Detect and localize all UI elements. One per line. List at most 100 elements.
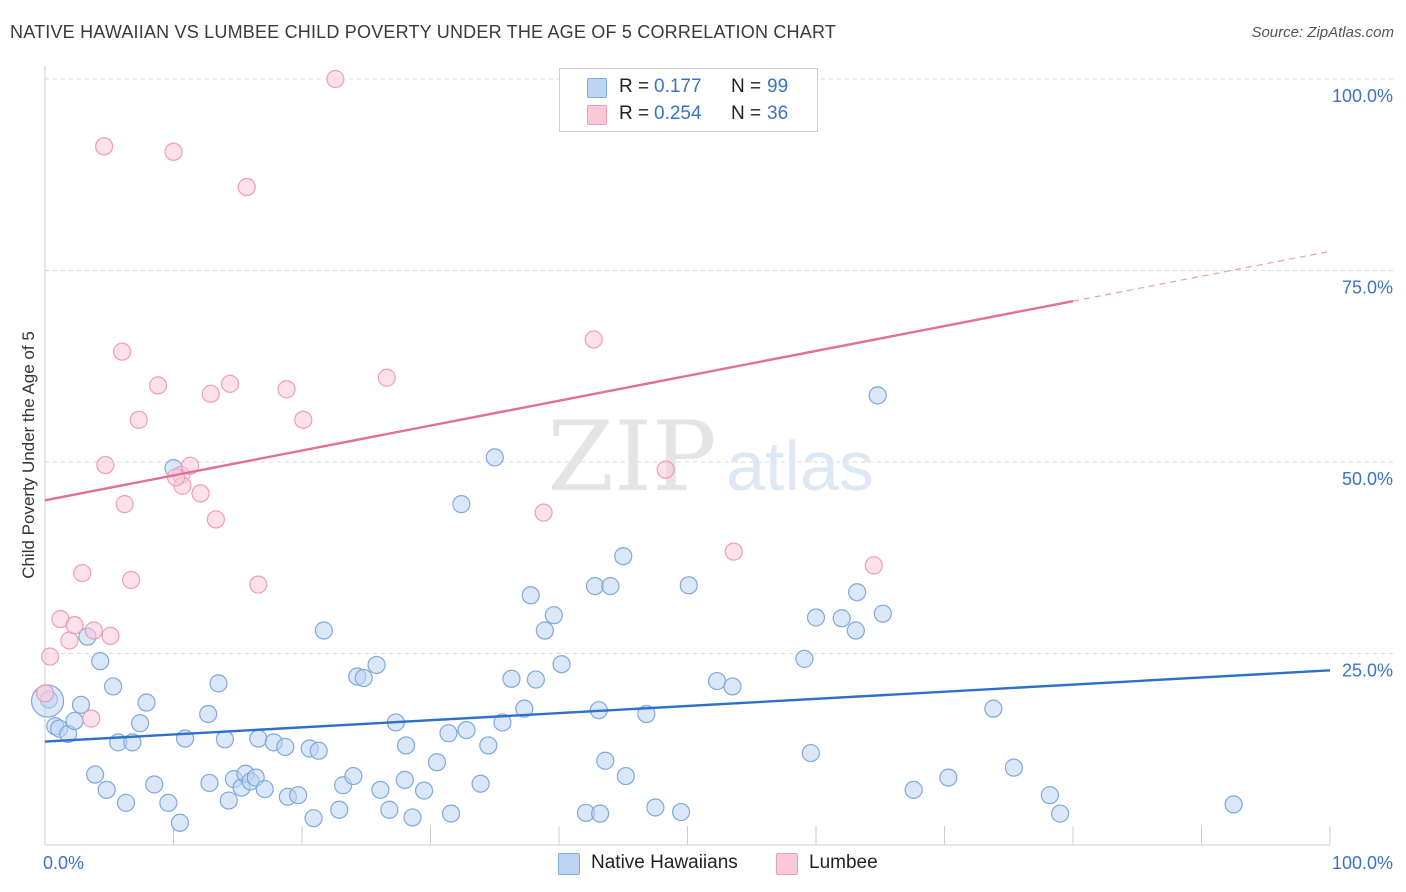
lumbee-point: [60, 631, 79, 650]
native-hawaiians-point: [396, 736, 416, 755]
native-hawaiians-point: [646, 798, 665, 817]
native-hawaiians-point: [65, 711, 84, 731]
y-tick-label: 75.0%: [1342, 278, 1393, 298]
native-hawaiians-point: [209, 674, 228, 693]
native-hawaiians-point: [441, 804, 461, 823]
native-hawaiians-point: [439, 724, 458, 743]
native-hawaiians-point: [502, 669, 521, 688]
lumbee-swatch: [776, 853, 798, 875]
native-hawaiians-point: [159, 793, 178, 812]
native-hawaiians-point: [526, 670, 545, 689]
lumbee-point: [73, 563, 92, 583]
native-hawaiians-point: [452, 495, 471, 514]
legend-label: Lumbee: [809, 852, 878, 873]
native-hawaiians-point: [457, 720, 476, 740]
lumbee-point: [82, 709, 101, 728]
native-hawaiians-point: [86, 765, 105, 784]
native-hawaiians-point: [723, 677, 742, 696]
native-hawaiians-point: [801, 743, 820, 763]
lumbee-point: [112, 342, 132, 361]
native-hawaiians-point: [521, 586, 540, 605]
tick-labels: 25.0% 50.0% 75.0% 100.0% 0.0% 100.0%: [43, 86, 1393, 873]
native-hawaiians-point: [403, 808, 422, 827]
lumbee-point: [148, 376, 168, 395]
native-hawaiians-point: [289, 786, 308, 805]
native-swatch: [587, 78, 607, 98]
native-hawaiians-point: [795, 649, 814, 668]
lumbee-point: [656, 460, 675, 479]
native-hawaiians-point: [116, 793, 136, 812]
native-hawaiians-point: [354, 668, 373, 688]
lumbee-point: [191, 484, 210, 503]
native-hawaiians-point: [91, 652, 110, 671]
gridlines: [45, 78, 1393, 654]
native-hawaiians-point: [344, 766, 363, 786]
native-hawaiians-point: [414, 781, 434, 800]
lumbee-point: [249, 575, 268, 594]
native-hawaiians-point: [939, 768, 958, 787]
lumbee-point: [84, 621, 103, 640]
native-hawaiians-point: [1224, 795, 1243, 814]
native-hawaiians-point: [671, 802, 691, 822]
source-label: Source: ZipAtlas.com: [1251, 24, 1394, 41]
y-axis-label: Child Poverty Under the Age of 5: [19, 331, 38, 579]
native-hawaiians-points: [30, 386, 1243, 832]
native-hawaiians-point: [276, 737, 295, 757]
correlation-legend: R = 0.177 N = 99 R = 0.254 N = 36: [559, 68, 818, 132]
native-hawaiians-point: [249, 729, 268, 748]
native-hawaiians-point: [200, 773, 219, 793]
native-hawaiians-point: [485, 448, 504, 467]
native-hawaiians-point: [215, 730, 234, 749]
native-hawaiians-point: [1051, 804, 1070, 823]
native-hawaiians-point: [371, 780, 390, 799]
native-hawaiians-point: [873, 604, 892, 623]
watermark-atlas: atlas: [726, 427, 874, 505]
native-hawaiians-point: [616, 766, 635, 786]
chart-title: NATIVE HAWAIIAN VS LUMBEE CHILD POVERTY …: [10, 22, 837, 42]
lumbee-point: [724, 542, 743, 561]
watermark: ZIP atlas: [547, 401, 874, 513]
native-hawaiians-point: [145, 775, 164, 794]
y-tick-label: 25.0%: [1342, 661, 1393, 681]
native-hawaiians-point: [585, 576, 605, 596]
lumbee-point: [129, 410, 148, 429]
lumbee-point: [294, 410, 313, 429]
r-label: R =: [619, 76, 650, 97]
native-hawaiians-point: [552, 655, 571, 674]
lumbee-point: [41, 647, 60, 666]
lumbee-point: [277, 380, 296, 399]
n-value: 36: [767, 103, 789, 124]
native-hawaiians-point: [596, 751, 615, 770]
native-hawaiians-point: [806, 608, 826, 627]
native-hawaiians-point: [614, 547, 633, 566]
native-hawaiians-point: [471, 774, 490, 793]
native-hawaiians-point: [255, 779, 274, 799]
native-hawaiians-point: [330, 800, 349, 819]
watermark-zip: ZIP: [547, 401, 716, 513]
lumbee-point: [534, 503, 553, 522]
n-label: N =: [731, 76, 762, 97]
native-hawaiians-point: [427, 753, 447, 772]
native-hawaiians-point: [868, 386, 887, 405]
lumbee-point: [35, 684, 55, 703]
lumbee-point: [115, 495, 134, 514]
native-hawaiians-point: [535, 621, 554, 640]
native-hawaiians-point: [130, 714, 150, 733]
lumbee-points: [35, 69, 883, 728]
lumbee-point: [181, 456, 200, 475]
lumbee-point: [206, 510, 226, 529]
native-hawaiians-point: [395, 770, 414, 789]
lumbee-point: [101, 626, 120, 645]
native-hawaiians-point: [515, 699, 534, 718]
x-tick-label-min: 0.0%: [43, 853, 84, 873]
native-hawaiians-point: [309, 741, 328, 760]
native-hawaiians-point: [832, 609, 851, 628]
legend-label: Native Hawaiians: [591, 852, 738, 873]
native-hawaiians-point: [71, 695, 91, 714]
lumbee-point: [377, 368, 396, 387]
native-hawaiians-point: [591, 804, 610, 823]
native-hawaiians-point: [314, 621, 333, 640]
native-hawaiians-point: [479, 736, 498, 755]
lumbee-point: [166, 468, 186, 487]
native-hawaiians-point: [601, 576, 620, 596]
